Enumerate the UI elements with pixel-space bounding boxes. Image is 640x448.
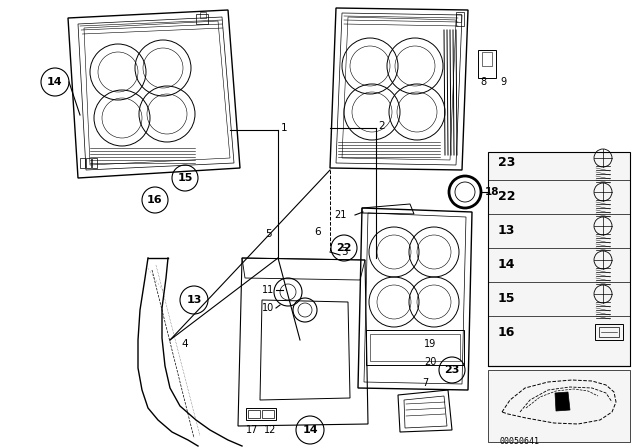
Text: 22: 22 bbox=[498, 190, 515, 202]
Text: 15: 15 bbox=[177, 173, 193, 183]
Text: 20: 20 bbox=[424, 357, 436, 367]
Bar bbox=[200, 12, 206, 18]
Text: 23: 23 bbox=[444, 365, 460, 375]
Text: 16: 16 bbox=[498, 326, 515, 339]
Text: 2: 2 bbox=[379, 121, 385, 131]
Text: 8: 8 bbox=[480, 77, 486, 87]
Bar bbox=[246, 408, 276, 420]
Text: 14: 14 bbox=[302, 425, 318, 435]
Text: 22: 22 bbox=[336, 243, 352, 253]
Bar bbox=[482, 52, 492, 66]
Text: 7: 7 bbox=[422, 378, 428, 388]
Text: 10: 10 bbox=[262, 303, 274, 313]
Bar bbox=[248, 410, 260, 418]
Text: 17: 17 bbox=[246, 425, 258, 435]
Bar bbox=[488, 370, 630, 442]
Text: 13: 13 bbox=[186, 295, 202, 305]
Bar bbox=[370, 334, 460, 361]
Bar bbox=[196, 14, 208, 24]
Text: 15: 15 bbox=[498, 292, 515, 305]
Bar bbox=[456, 14, 461, 22]
Text: 13: 13 bbox=[498, 224, 515, 237]
Text: 6: 6 bbox=[315, 227, 321, 237]
Bar bbox=[488, 152, 630, 366]
Text: 3: 3 bbox=[340, 247, 348, 257]
Bar bbox=[86, 158, 91, 168]
Bar bbox=[80, 158, 85, 168]
Bar bbox=[478, 50, 496, 78]
Text: 1: 1 bbox=[281, 123, 287, 133]
Bar bbox=[92, 158, 97, 168]
Text: 14: 14 bbox=[498, 258, 515, 271]
Text: 18: 18 bbox=[484, 187, 499, 197]
Text: 16: 16 bbox=[147, 195, 163, 205]
Text: 14: 14 bbox=[47, 77, 63, 87]
Bar bbox=[366, 330, 464, 365]
Bar bbox=[456, 12, 464, 26]
Text: 4: 4 bbox=[182, 339, 188, 349]
Text: 9: 9 bbox=[500, 77, 506, 87]
Text: 19: 19 bbox=[424, 339, 436, 349]
Bar bbox=[262, 410, 274, 418]
Text: 23: 23 bbox=[498, 155, 515, 168]
Text: 00050641: 00050641 bbox=[500, 436, 540, 445]
Text: 12: 12 bbox=[264, 425, 276, 435]
Polygon shape bbox=[555, 392, 570, 411]
Text: 5: 5 bbox=[265, 229, 271, 239]
Text: 11: 11 bbox=[262, 285, 274, 295]
Text: 21: 21 bbox=[334, 210, 346, 220]
